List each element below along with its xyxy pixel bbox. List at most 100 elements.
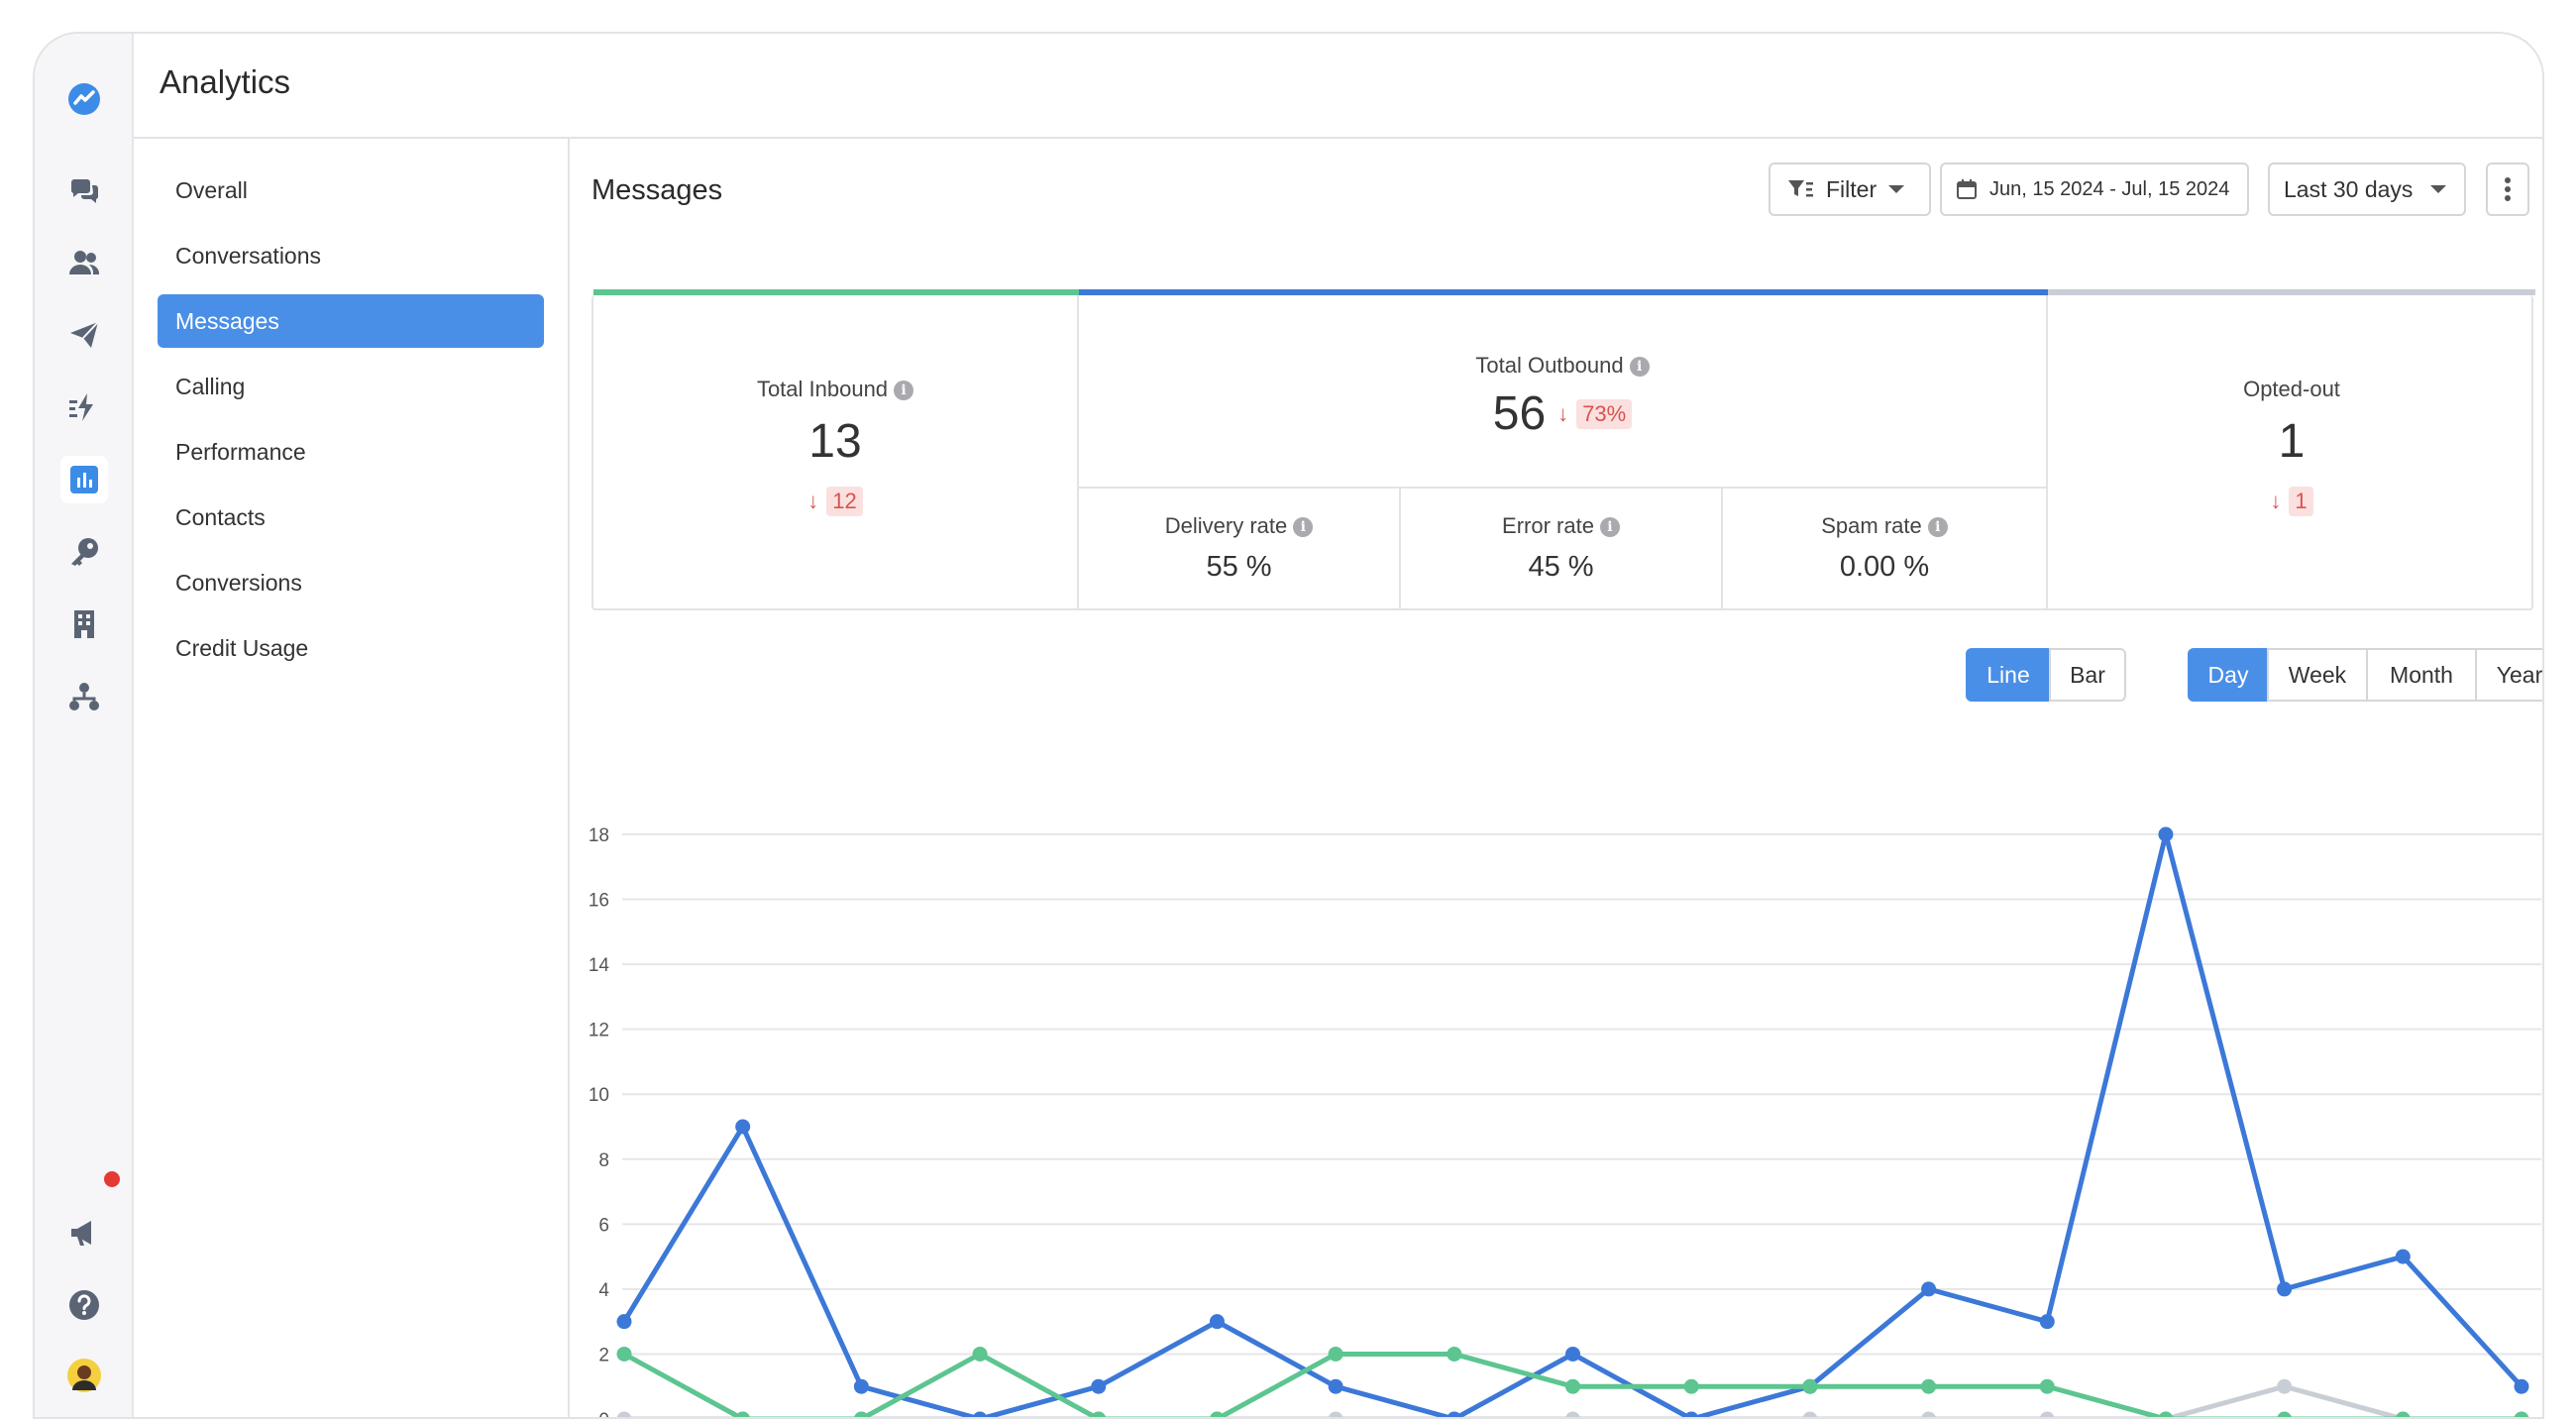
avatar[interactable] (60, 1352, 108, 1399)
subnav-item-messages[interactable]: Messages (158, 294, 544, 348)
help-icon[interactable] (60, 1281, 108, 1329)
info-icon[interactable]: i (1293, 517, 1313, 537)
subnav-item-performance[interactable]: Performance (158, 425, 544, 479)
data-point (1210, 1412, 1225, 1419)
analytics-subnav: Overall Conversations Messages Calling P… (134, 139, 570, 1417)
granularity-month[interactable]: Month (2366, 648, 2477, 702)
section-title: Messages (591, 174, 722, 207)
contacts-icon[interactable] (60, 239, 108, 286)
y-tick-label: 6 (598, 1215, 609, 1236)
notification-dot (104, 1171, 120, 1187)
announcements-icon[interactable] (60, 1209, 108, 1256)
divider (1079, 487, 2046, 489)
y-tick-label: 10 (589, 1085, 609, 1106)
subnav-item-conversions[interactable]: Conversions (158, 556, 544, 609)
chart-type-bar[interactable]: Bar (2049, 648, 2126, 702)
chart-type-toggle: Line Bar (1966, 648, 2126, 702)
data-point (1921, 1379, 1936, 1394)
automation-icon[interactable] (60, 383, 108, 431)
more-options-button[interactable] (2486, 163, 2529, 216)
chart-type-line[interactable]: Line (1966, 648, 2051, 702)
data-point (617, 1314, 632, 1329)
data-point (2040, 1412, 2055, 1419)
opted-out-stat: Opted-out 1 ↓1 (2048, 377, 2535, 516)
period-value: Last 30 days (2284, 176, 2413, 203)
filter-icon (1786, 177, 1814, 201)
stat-delta: ↓1 (2270, 487, 2312, 516)
stat-label: Spam rate (1821, 513, 1922, 538)
delta-badge: 12 (826, 487, 862, 516)
data-point (1329, 1347, 1343, 1362)
info-icon[interactable]: i (1600, 517, 1620, 537)
granularity-day[interactable]: Day (2188, 648, 2269, 702)
data-point (1565, 1412, 1580, 1419)
app-logo-icon[interactable] (60, 75, 108, 123)
error-rate-stat: Error rate i 45 % (1401, 513, 1721, 584)
y-tick-label: 2 (598, 1345, 609, 1365)
campaigns-icon[interactable] (60, 311, 108, 359)
data-point (1565, 1379, 1580, 1394)
main-panel: Messages Filter Jun, 15 2024 - Jul, 15 2… (572, 139, 2542, 1417)
y-tick-label: 0 (598, 1410, 609, 1419)
info-icon[interactable]: i (894, 381, 913, 400)
granularity-toggle: Day Week Month Year (2188, 648, 2544, 702)
stat-label: Total Outbound (1475, 353, 1623, 378)
spam-rate-stat: Spam rate i 0.00 % (1723, 513, 2046, 584)
icon-rail (35, 34, 134, 1417)
data-point (1447, 1412, 1461, 1419)
y-tick-label: 16 (589, 891, 609, 912)
granularity-year[interactable]: Year (2475, 648, 2544, 702)
calendar-icon (1956, 178, 1978, 200)
data-point (735, 1412, 750, 1419)
stat-label: Error rate (1502, 513, 1594, 538)
data-point (1091, 1412, 1106, 1419)
y-tick-label: 8 (598, 1150, 609, 1171)
page-title: Analytics (160, 63, 290, 101)
data-point (2515, 1379, 2529, 1394)
data-point (2396, 1412, 2411, 1419)
subnav-item-conversations[interactable]: Conversations (158, 229, 544, 282)
data-point (617, 1412, 632, 1419)
data-point (1329, 1412, 1343, 1419)
stat-value: 0.00 % (1723, 551, 2046, 584)
filter-label: Filter (1826, 176, 1877, 203)
data-point (2515, 1412, 2529, 1419)
stat-label: Opted-out (2243, 377, 2340, 401)
y-tick-label: 18 (589, 825, 609, 846)
info-icon[interactable]: i (1928, 517, 1948, 537)
data-point (854, 1412, 869, 1419)
stat-value: 45 % (1401, 551, 1721, 584)
y-tick-label: 4 (598, 1280, 609, 1301)
data-point (1802, 1412, 1817, 1419)
integrations-icon[interactable] (60, 528, 108, 576)
opted-out-color-bar (2048, 289, 2535, 295)
delta-badge: 73% (1576, 399, 1632, 429)
subnav-item-credit-usage[interactable]: Credit Usage (158, 621, 544, 675)
arrow-down-icon: ↓ (807, 489, 818, 514)
data-point (1565, 1347, 1580, 1362)
data-point (2040, 1314, 2055, 1329)
data-point (2277, 1281, 2292, 1296)
stat-label: Delivery rate (1165, 513, 1287, 538)
data-point (1921, 1412, 1936, 1419)
analytics-icon[interactable] (60, 456, 108, 503)
organization-icon[interactable] (60, 600, 108, 648)
subnav-item-overall[interactable]: Overall (158, 164, 544, 217)
data-point (973, 1412, 988, 1419)
outbound-color-bar (1079, 289, 2048, 295)
filter-button[interactable]: Filter (1769, 163, 1931, 216)
subnav-item-calling[interactable]: Calling (158, 360, 544, 413)
stat-label: Total Inbound (757, 377, 888, 401)
conversations-icon[interactable] (60, 166, 108, 214)
workflow-icon[interactable] (60, 673, 108, 720)
data-point (1091, 1379, 1106, 1394)
data-point (2158, 1412, 2173, 1419)
info-icon[interactable]: i (1630, 357, 1650, 377)
stat-value: 55 % (1079, 551, 1399, 584)
subnav-item-contacts[interactable]: Contacts (158, 491, 544, 544)
period-select[interactable]: Last 30 days (2268, 163, 2466, 216)
granularity-week[interactable]: Week (2267, 648, 2368, 702)
series-line-1 (624, 834, 2522, 1419)
date-range-picker[interactable]: Jun, 15 2024 - Jul, 15 2024 (1940, 163, 2249, 216)
